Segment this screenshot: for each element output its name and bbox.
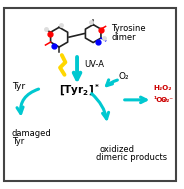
- Text: ¹O₂: ¹O₂: [153, 97, 166, 103]
- Text: damaged: damaged: [12, 129, 51, 138]
- Text: Tyrosine: Tyrosine: [111, 24, 146, 33]
- Text: dimeric products: dimeric products: [96, 153, 167, 162]
- Text: $\mathbf{[Tyr_2]^*}$: $\mathbf{[Tyr_2]^*}$: [59, 82, 100, 98]
- Text: H₂O₂: H₂O₂: [153, 85, 171, 91]
- Text: Tyr: Tyr: [12, 137, 24, 146]
- Text: oxidized: oxidized: [99, 145, 135, 154]
- Text: UV-A: UV-A: [84, 60, 104, 69]
- Text: Tyr: Tyr: [13, 82, 26, 91]
- Text: O₂: O₂: [118, 72, 129, 81]
- Text: dimer: dimer: [111, 33, 136, 42]
- Text: O₂⁻: O₂⁻: [160, 97, 174, 103]
